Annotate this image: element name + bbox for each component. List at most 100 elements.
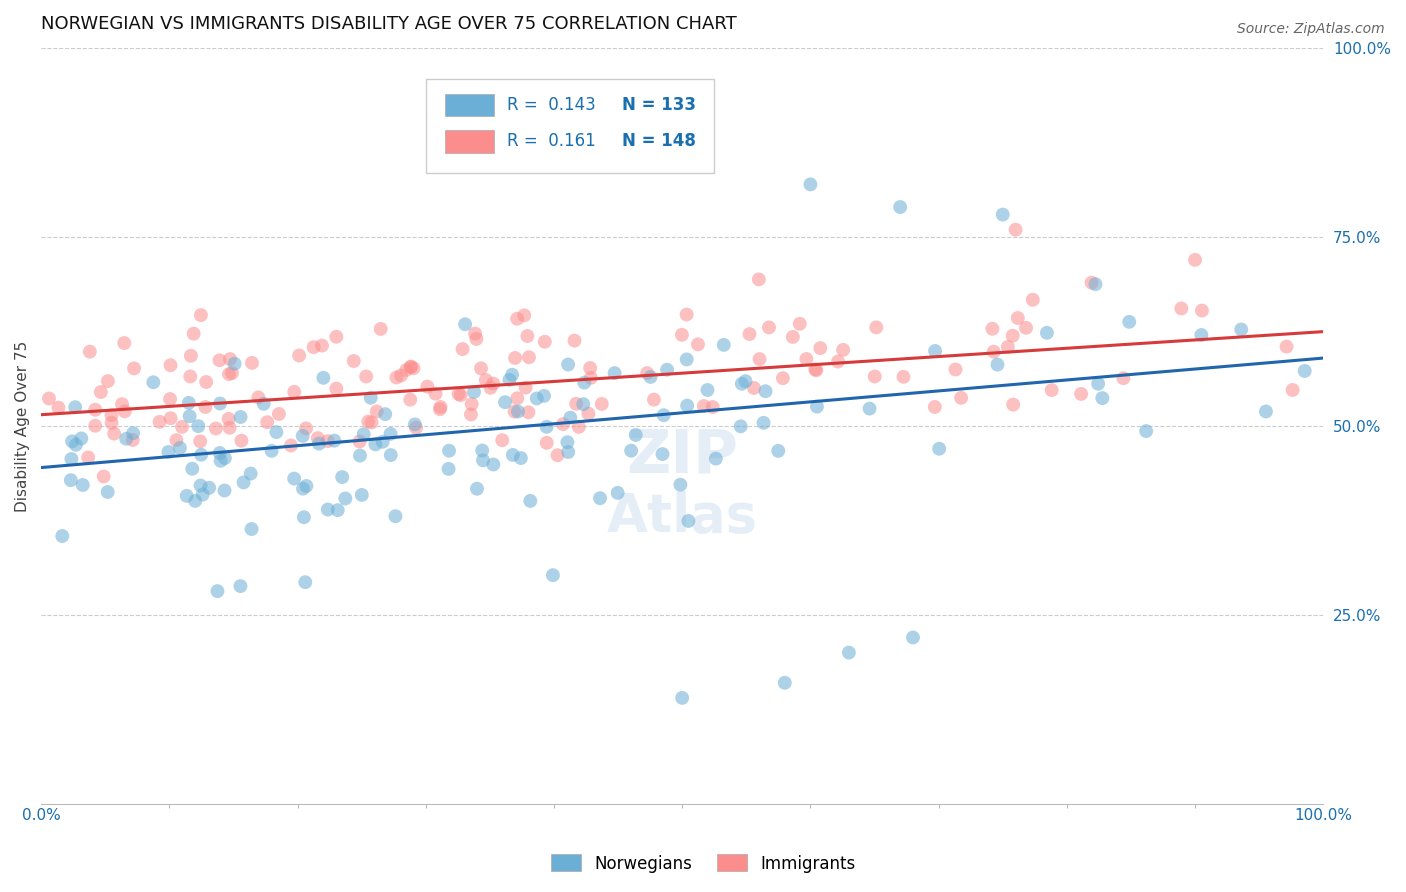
Point [165,433,187,447]
Text: N = 133: N = 133 [621,96,696,114]
Text: R =  0.161: R = 0.161 [506,132,595,151]
Point [288,349,311,363]
Point [326,503,349,517]
Point [399,359,422,374]
Point [1294,364,1316,378]
Point [311,338,333,352]
Point [38,392,60,406]
Point [643,392,665,407]
Point [782,330,804,344]
Point [1087,376,1109,391]
Point [671,327,693,342]
Point [371,434,394,449]
Point [256,415,278,429]
Point [1070,387,1092,401]
Point [557,435,579,450]
Point [312,371,335,385]
Point [509,451,531,466]
Y-axis label: Disability Age Over 75: Disability Age Over 75 [15,341,30,512]
Point [399,360,422,375]
Point [1040,383,1063,397]
Point [603,366,626,380]
Point [1036,326,1059,340]
Point [465,332,488,346]
Point [928,442,950,456]
Point [266,425,288,439]
Point [72,478,94,492]
Point [214,483,236,498]
Point [157,445,180,459]
Point [1001,328,1024,343]
Point [360,391,382,405]
Point [84,402,107,417]
Point [606,486,628,500]
Point [198,481,221,495]
Point [808,341,831,355]
Point [482,376,505,391]
Point [267,407,290,421]
Point [986,358,1008,372]
Point [696,383,718,397]
Point [1084,277,1107,292]
Point [1080,276,1102,290]
Point [506,392,529,406]
Point [208,396,231,410]
Point [209,454,232,468]
Point [557,358,579,372]
Point [294,575,316,590]
Point [370,322,392,336]
Point [479,381,502,395]
Legend: Norwegians, Immigrants: Norwegians, Immigrants [544,847,862,880]
Point [655,362,678,376]
Point [730,419,752,434]
Point [190,478,212,492]
Point [221,366,243,380]
Point [253,397,276,411]
Point [437,443,460,458]
Point [323,434,346,448]
Point [950,391,973,405]
Point [465,482,488,496]
Point [748,352,770,367]
Point [991,208,1014,222]
Point [1112,371,1135,385]
Point [494,395,516,409]
Point [451,342,474,356]
Point [429,400,451,414]
Point [179,409,201,424]
Point [425,386,447,401]
Point [366,404,388,418]
Point [374,407,396,421]
Point [240,356,263,370]
Point [169,441,191,455]
Point [283,472,305,486]
Point [115,432,138,446]
Point [589,491,612,506]
Point [748,272,770,286]
Point [48,401,70,415]
Point [536,419,558,434]
Point [429,402,451,417]
Point [513,309,536,323]
Point [1007,311,1029,326]
Point [503,351,526,365]
Point [214,451,236,466]
Point [506,311,529,326]
Point [170,420,193,434]
Point [652,408,675,422]
Point [349,434,371,449]
Point [59,473,82,487]
Point [207,584,229,599]
Point [205,421,228,435]
Point [389,368,412,383]
Point [738,326,761,341]
Text: ZIP: ZIP [626,426,738,486]
Point [533,334,555,349]
Point [364,437,387,451]
Point [159,411,181,425]
Point [100,416,122,430]
Point [564,334,586,348]
Point [194,400,217,414]
Point [804,362,827,376]
Point [1022,293,1045,307]
